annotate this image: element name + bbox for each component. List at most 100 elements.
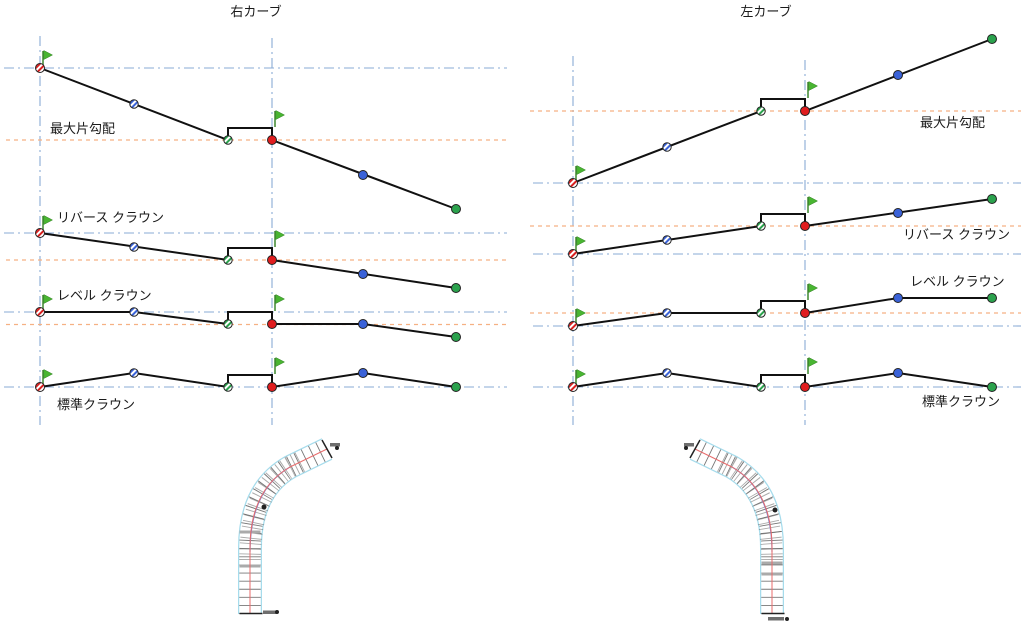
marker-hatched-green-icon (223, 255, 233, 265)
marker-hatched-blue-icon (129, 99, 139, 109)
panel-title: 左カーブ (740, 4, 791, 19)
row-max-superelevation: 最大片勾配 (35, 49, 461, 214)
marker-hatched-green-icon (223, 135, 233, 145)
marker-hatched-red-icon (35, 307, 45, 317)
marker-filled-red-icon (800, 308, 810, 318)
row-reverse-crown: リバース クラウン (35, 210, 461, 293)
marker-hatched-green-icon (756, 382, 766, 392)
flag-icon (274, 229, 286, 248)
station-start-tick (321, 439, 333, 459)
marker-filled-red-icon (267, 135, 277, 145)
flag-icon (807, 80, 819, 99)
row-label: レベル クラウン (910, 274, 1005, 289)
panel-right-curve: 右カーブ 最大片勾配 (4, 4, 507, 425)
curve-point (772, 507, 778, 513)
station-point (335, 446, 339, 450)
marker-hatched-red-icon (568, 178, 578, 188)
flag-icon (42, 214, 54, 233)
marker-filled-red-icon (800, 221, 810, 231)
guide-lines (530, 56, 1021, 425)
marker-filled-green-icon (451, 283, 461, 293)
superelevation-profile-line (39, 371, 457, 389)
marker-hatched-red-icon (35, 228, 45, 238)
panel-left-curve: 左カーブ 最大片勾配 (530, 4, 1021, 425)
row-label: リバース クラウン (57, 210, 164, 225)
marker-filled-red-icon (800, 382, 810, 392)
station-point (684, 446, 688, 450)
station-point (275, 610, 279, 614)
row-normal-crown: 標準クラウン (35, 356, 461, 412)
marker-filled-green-icon (451, 332, 461, 342)
marker-hatched-green-icon (756, 308, 766, 318)
marker-filled-blue-icon (358, 319, 368, 329)
plan-view-left-curve (684, 438, 789, 621)
station-label-mark (330, 443, 340, 447)
marker-hatched-blue-icon (662, 368, 672, 378)
marker-hatched-red-icon (35, 63, 45, 73)
row-label: 標準クラウン (922, 394, 1000, 409)
flag-icon (42, 49, 54, 68)
marker-filled-green-icon (987, 34, 997, 44)
marker-filled-blue-icon (893, 70, 903, 80)
row-max-superelevation: 最大片勾配 (568, 34, 997, 188)
marker-filled-blue-icon (358, 269, 368, 279)
row-reverse-crown: リバース クラウン (568, 194, 1010, 259)
station-label-mark (684, 443, 694, 447)
station-label-mark (768, 617, 784, 621)
plan-view-right-curve (238, 438, 340, 615)
station-point (785, 617, 789, 621)
superelevation-profile-line (39, 232, 457, 289)
flag-icon (575, 368, 587, 387)
marker-filled-green-icon (451, 382, 461, 392)
marker-hatched-green-icon (756, 221, 766, 231)
marker-hatched-green-icon (223, 319, 233, 329)
marker-filled-green-icon (987, 382, 997, 392)
row-label: レベル クラウン (57, 288, 152, 303)
marker-filled-red-icon (267, 382, 277, 392)
marker-hatched-red-icon (568, 382, 578, 392)
flag-icon (575, 307, 587, 326)
superelevation-profile-line (39, 67, 457, 210)
marker-hatched-red-icon (568, 249, 578, 259)
marker-filled-blue-icon (358, 368, 368, 378)
superelevation-profile-line (572, 371, 993, 389)
row-label: 標準クラウン (57, 397, 135, 412)
station-start-tick (689, 439, 701, 459)
row-label: 最大片勾配 (920, 115, 985, 130)
flag-icon (807, 356, 819, 375)
curve-point (261, 504, 267, 510)
marker-hatched-blue-icon (129, 368, 139, 378)
flag-icon (274, 109, 286, 128)
marker-filled-blue-icon (893, 368, 903, 378)
superelevation-profile-line (572, 198, 993, 255)
flag-icon (42, 293, 54, 312)
marker-hatched-green-icon (223, 382, 233, 392)
marker-hatched-blue-icon (662, 142, 672, 152)
marker-hatched-red-icon (35, 382, 45, 392)
row-normal-crown: 標準クラウン (568, 356, 1000, 409)
superelevation-profile-line (40, 311, 457, 338)
marker-filled-blue-icon (893, 293, 903, 303)
row-label: リバース クラウン (903, 227, 1010, 242)
marker-filled-red-icon (267, 255, 277, 265)
marker-filled-green-icon (451, 204, 461, 214)
panel-title: 右カーブ (230, 4, 281, 19)
marker-filled-green-icon (987, 194, 997, 204)
station-label-mark (263, 610, 277, 614)
flag-icon (274, 356, 286, 375)
superelevation-profile-line (572, 38, 993, 184)
marker-hatched-red-icon (568, 321, 578, 331)
row-level-crown: レベル クラウン (568, 274, 1005, 331)
row-label: 最大片勾配 (50, 121, 115, 136)
marker-filled-red-icon (267, 319, 277, 329)
guide-lines (4, 36, 507, 425)
alignment-centerline (249, 448, 328, 614)
marker-filled-green-icon (987, 293, 997, 303)
flag-icon (42, 368, 54, 387)
flag-icon (575, 235, 587, 254)
marker-hatched-blue-icon (129, 307, 139, 317)
flag-icon (274, 293, 286, 312)
marker-hatched-blue-icon (662, 235, 672, 245)
